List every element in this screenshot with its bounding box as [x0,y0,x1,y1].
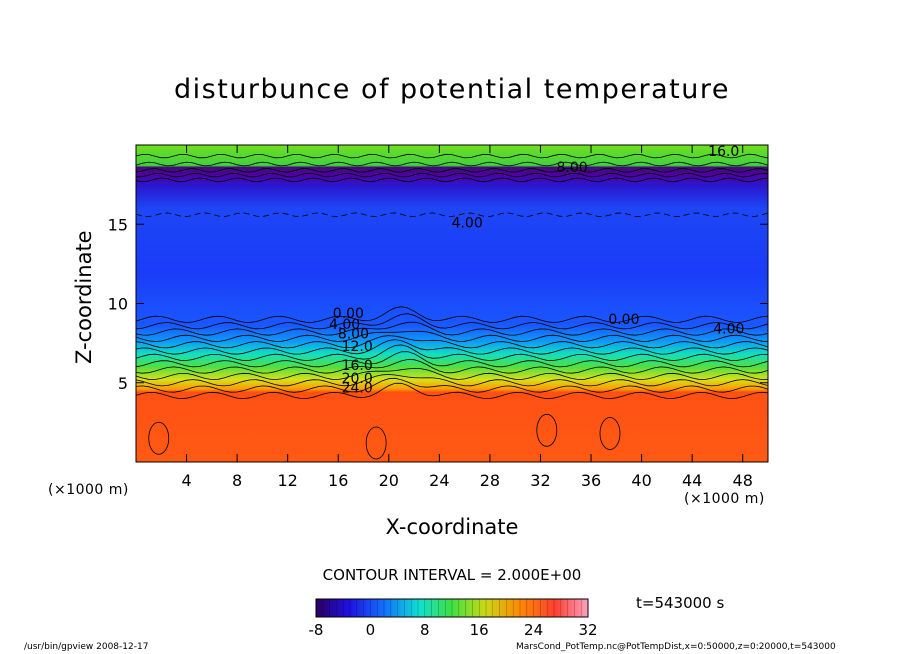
contour-label: 0.00 [333,306,364,322]
x-unit-label-right: (×1000 m) [684,491,765,507]
x-tick-label: 8 [232,471,242,490]
x-tick-label: 36 [581,471,601,490]
y-axis-label: Z-coordinate [72,230,96,364]
footer-left: /usr/bin/gpview 2008-12-17 [24,642,149,652]
y-tick-label: 15 [108,215,128,234]
contour-line [135,153,769,159]
contour-blob [536,413,558,447]
contour-line [135,335,769,349]
colorbar: -8 0 8 16 24 32 [309,598,598,639]
contour-line [135,367,769,381]
time-label: t=543000 s [636,594,725,612]
contour-line [135,377,769,393]
y-tick-label: 5 [118,374,128,393]
x-axis-label: X-coordinate [385,515,519,539]
colorbar-tick-label: 16 [470,621,489,639]
x-tick-label: 24 [429,471,449,490]
contour-lines [135,153,769,460]
contour-line [135,382,769,400]
colorbar-tick-label: -8 [309,621,324,639]
chart-title: disturbunce of potential temperature [174,74,730,105]
x-unit-label-left: (×1000 m) [48,482,129,498]
x-tick-label: 40 [631,471,651,490]
y-axis-ticks: 5 10 15 [108,215,768,393]
contour-line [135,161,769,167]
contour-line [135,344,768,362]
contour-line [135,359,769,374]
contour-line [135,374,769,387]
colorbar-tick-label: 8 [420,621,430,639]
y-tick-label: 10 [108,295,128,314]
contour-label: 4.00 [329,317,360,333]
contour-line [135,212,769,218]
contour-label: 24.0 [342,380,373,396]
x-tick-label: 32 [530,471,550,490]
contour-label: 16.0 [342,358,373,374]
contour-blob [599,417,621,450]
contour-line [135,351,769,368]
contour-label: 12.0 [342,339,373,355]
contour-line [135,168,769,173]
contour-label: 8.00 [338,326,369,342]
contour-line [135,172,769,178]
contour-line [135,321,769,336]
contour-label: 0.00 [608,312,639,328]
contour-line [135,306,769,323]
x-tick-label: 16 [328,471,348,490]
contour-label: 4.00 [713,322,744,338]
plot-field [136,145,768,462]
contour-blob [148,421,170,455]
x-tick-label: 28 [480,471,500,490]
contour-labels: 16.08.004.000.004.000.004.008.0012.016.0… [329,144,744,396]
contour-label: 8.00 [556,160,587,176]
x-tick-label: 44 [682,471,702,490]
colorbar-tick-label: 32 [578,621,597,639]
x-axis-ticks: 4 8 12 16 20 24 28 32 36 40 44 48 [181,145,753,490]
contour-line [135,339,769,355]
contour-label: 16.0 [708,144,739,160]
footer-right: MarsCond_PotTemp.nc@PotTempDist,x=0:5000… [516,642,836,652]
contour-label: 20.0 [342,371,373,387]
x-tick-label: 48 [733,471,753,490]
x-tick-label: 4 [181,471,191,490]
contour-line [135,177,769,183]
x-tick-label: 20 [379,471,399,490]
contour-line [135,313,769,330]
contour-blob [365,426,387,460]
colorbar-tick-label: 24 [524,621,543,639]
contour-line [135,330,769,342]
x-tick-label: 12 [278,471,298,490]
colorbar-tick-label: 0 [366,621,376,639]
contour-label: 4.00 [452,215,483,231]
contour-interval-label: CONTOUR INTERVAL = 2.000E+00 [322,566,582,584]
